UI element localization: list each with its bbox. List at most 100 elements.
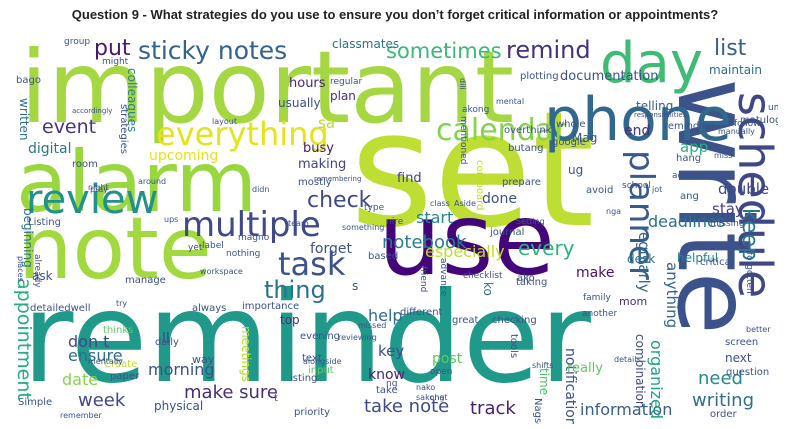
cloud-word: ng	[386, 379, 398, 389]
cloud-word: nga	[606, 207, 622, 216]
cloud-word: different	[400, 307, 443, 318]
cloud-word: critical	[700, 257, 734, 268]
cloud-word: end	[624, 123, 651, 139]
cloud-word: nire	[386, 217, 404, 227]
cloud-word: calendar	[436, 113, 567, 148]
cloud-word: already	[32, 254, 42, 288]
cloud-word: every	[518, 236, 575, 260]
cloud-word: miss	[714, 151, 733, 160]
cloud-word: written	[17, 98, 31, 141]
cloud-word: importance	[242, 301, 300, 312]
cloud-word: track	[470, 398, 516, 419]
cloud-word: everything	[156, 115, 329, 153]
cloud-word: reviewing	[338, 333, 377, 342]
cloud-word: remember	[60, 411, 102, 420]
cloud-word: making	[298, 157, 347, 172]
cloud-word: label	[202, 241, 224, 251]
cloud-word: overthink	[504, 125, 552, 136]
cloud-word: know	[368, 367, 405, 383]
cloud-word: done	[482, 191, 517, 207]
cloud-word: forget	[310, 241, 352, 257]
cloud-word: shifts	[532, 361, 554, 370]
cloud-word: places	[16, 256, 25, 282]
cloud-word: morning	[148, 360, 215, 379]
cloud-word: mom	[619, 295, 648, 308]
cloud-word: day	[600, 38, 704, 96]
cloud-word: note	[18, 199, 212, 299]
cloud-word: great	[452, 315, 479, 326]
cloud-word: information	[580, 400, 673, 419]
cloud-word: desk	[627, 252, 656, 266]
cloud-word: forgotten	[744, 252, 754, 294]
cloud-word: way	[192, 353, 215, 366]
cloud-word: missed	[358, 321, 387, 330]
cloud-word: next	[725, 351, 752, 365]
cloud-word: remind	[506, 38, 591, 64]
cloud-word: mentioned	[458, 116, 468, 165]
cloud-word: writing	[692, 390, 755, 411]
cloud-word: magno	[238, 233, 270, 243]
cloud-word: matulog	[740, 115, 778, 126]
cloud-word: help	[368, 306, 403, 325]
cloud-word: class	[430, 199, 450, 208]
cloud-word: organized	[647, 340, 666, 420]
cloud-word: mental	[496, 97, 525, 106]
cloud-word: find	[397, 171, 422, 186]
cloud-word: school	[622, 181, 651, 191]
cloud-word: top	[280, 313, 300, 327]
cloud-word: team	[288, 219, 309, 228]
cloud-word: ug	[568, 163, 584, 177]
cloud-word: ako	[517, 273, 535, 284]
cloud-word: digital	[28, 141, 72, 157]
chart-title: Question 9 - What strategies do you use …	[71, 7, 719, 22]
cloud-word: detailedwell	[30, 303, 91, 314]
cloud-word: time	[537, 368, 551, 396]
cloud-word: reminder	[22, 266, 591, 411]
cloud-word: reminding	[664, 121, 715, 132]
cloud-word: take	[376, 385, 398, 396]
cloud-word: remembering	[314, 175, 362, 183]
cloud-word: put	[94, 38, 131, 61]
cloud-word: key	[378, 342, 405, 360]
cloud-word: classmates	[332, 38, 400, 51]
cloud-word: check	[307, 188, 372, 213]
cloud-word: akong	[462, 105, 490, 115]
cloud-word: journal	[490, 227, 525, 238]
cloud-word: isting	[290, 373, 318, 384]
cloud-word: don t	[68, 332, 110, 351]
cloud-word: tools	[508, 334, 519, 359]
cloud-word: alongside	[303, 357, 342, 366]
cloud-word: Setting	[516, 217, 545, 226]
cloud-word: set	[350, 76, 595, 263]
cloud-word: better	[746, 325, 771, 334]
cloud-word: need	[698, 368, 743, 389]
cloud-word: plan	[330, 89, 356, 103]
cloud-word: post	[432, 351, 463, 367]
cloud-word: meetings	[239, 326, 253, 382]
cloud-word: group	[64, 38, 91, 47]
cloud-word: ang	[680, 191, 699, 202]
cloud-word: avoid	[586, 185, 614, 196]
cloud-word: daily	[155, 337, 179, 348]
cloud-word: make sure	[184, 382, 279, 403]
cloud-word: deadlines	[648, 212, 726, 231]
cloud-word: sa	[318, 114, 336, 132]
cloud-word: based	[368, 251, 399, 262]
cloud-word: date	[62, 370, 99, 389]
cloud-word: t	[274, 393, 278, 404]
cloud-word: activate	[672, 171, 709, 181]
cloud-word: hours	[289, 76, 326, 91]
cloud-word: question	[726, 367, 770, 378]
cloud-word: didn	[252, 185, 270, 194]
cloud-word: always	[192, 303, 227, 314]
cloud-word: ask	[32, 269, 53, 283]
cloud-word: documentation	[560, 69, 659, 84]
cloud-word: notifications	[562, 348, 578, 424]
cloud-word: important	[20, 38, 515, 146]
cloud-word: text	[302, 353, 322, 364]
cloud-word: ko	[481, 282, 495, 296]
cloud-word: pray	[90, 185, 109, 194]
cloud-word: ll	[162, 331, 170, 347]
cloud-word: open	[430, 367, 453, 377]
cloud-word: night	[88, 183, 109, 192]
